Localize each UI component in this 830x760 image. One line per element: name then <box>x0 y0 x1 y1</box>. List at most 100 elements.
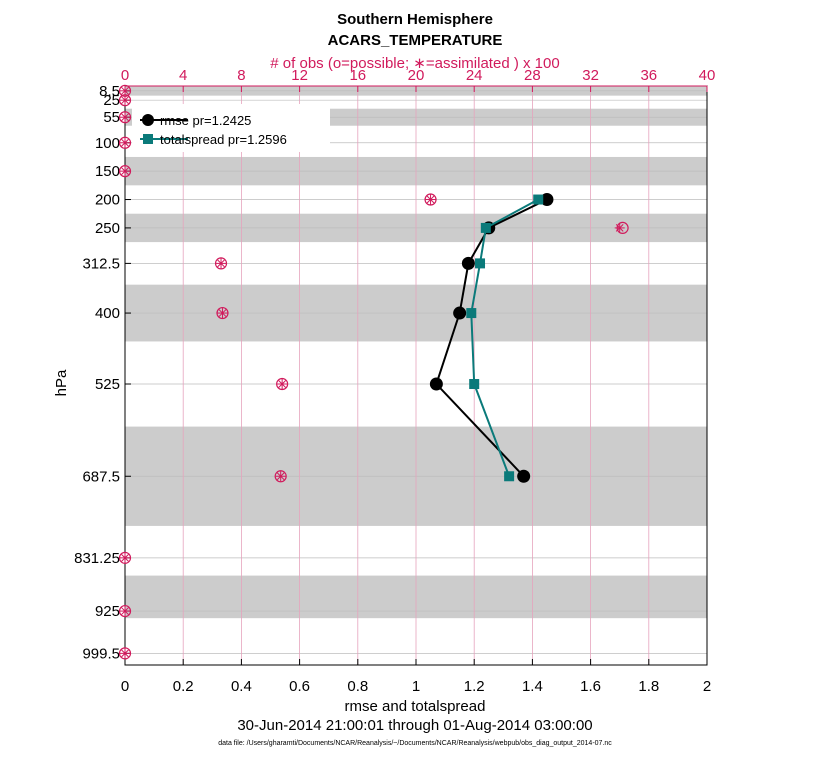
x-tick-label-4: 0.8 <box>347 678 368 695</box>
x-axis-label: rmse and totalspread <box>345 698 486 715</box>
series-1-point-1 <box>480 222 491 233</box>
date-range: 30-Jun-2014 21:00:01 through 01-Aug-2014… <box>237 717 592 734</box>
obs-possible-marker-13 <box>118 647 132 660</box>
legend-label-rmse: rmse pr=1.2425 <box>160 113 251 128</box>
chart-subtitle: ACARS_TEMPERATURE <box>328 32 503 49</box>
top-tick-label-6: 24 <box>466 67 483 84</box>
x-tick-label-0: 0 <box>121 678 129 695</box>
top-tick-label-5: 20 <box>408 67 425 84</box>
series-1-point-0 <box>533 194 544 205</box>
y-tick-label-10: 687.5 <box>82 468 120 485</box>
x-axis-ticks: 0 0.2 0.4 0.6 0.8 1 1.2 1.4 1.6 1.8 2 <box>121 659 711 695</box>
obs-possible-marker-3 <box>118 136 132 149</box>
top-tick-label-3: 12 <box>291 67 308 84</box>
obs-assimilated-stroke-3 <box>121 86 129 95</box>
top-tick-label-0: 0 <box>121 67 129 84</box>
series-0-point-0 <box>540 193 554 207</box>
obs-assimilated-stroke-3 <box>121 554 129 562</box>
obs-assimilated-marker-2 <box>120 112 130 123</box>
series-0-point-4 <box>429 377 443 391</box>
y-tick-label-5: 200 <box>95 192 120 209</box>
top-axis-label: # of obs (o=possible; ∗=assimilated ) x … <box>270 55 559 72</box>
top-tick-label-1: 4 <box>179 67 187 84</box>
obs-assimilated-marker-8 <box>217 308 228 319</box>
obs-assimilated-marker-0 <box>120 85 130 96</box>
obs-assimilated-marker-4 <box>120 166 130 177</box>
y-tick-label-8: 400 <box>95 305 120 322</box>
obs-possible-marker-7 <box>214 257 228 270</box>
obs-assimilated-stroke-3 <box>121 113 129 122</box>
chart-title: Southern Hemisphere <box>337 11 493 28</box>
obs-possible-marker-2 <box>118 111 132 124</box>
x-tick-label-6: 1.2 <box>464 678 485 695</box>
series-line-0 <box>435 198 548 477</box>
obs-assimilated-marker-11 <box>120 552 130 563</box>
obs-assimilated-marker-10 <box>275 471 286 482</box>
top-axis-ticks: 0 4 8 12 16 20 24 28 32 36 40 <box>121 67 715 92</box>
x-tick-label-7: 1.4 <box>522 678 543 695</box>
obs-assimilated-stroke-3 <box>615 224 624 232</box>
x-tick-label-3: 0.6 <box>289 678 310 695</box>
legend: rmse pr=1.2425 totalspread pr=1.2596 <box>132 104 330 152</box>
y-tick-label-6: 250 <box>95 220 120 237</box>
y-tick-label-0: 8.5 <box>99 83 120 100</box>
obs-possible-marker-12 <box>118 604 132 618</box>
y-tick-label-7: 312.5 <box>82 255 120 272</box>
obs-assimilated-stroke-3 <box>218 309 227 317</box>
obs-count-markers <box>118 84 629 660</box>
y-tick-label-12: 925 <box>95 603 120 620</box>
legend-marker-rmse <box>142 114 154 126</box>
obs-assimilated-marker-12 <box>120 606 130 617</box>
x-tick-label-5: 1 <box>412 678 420 695</box>
series-line-1 <box>470 198 539 477</box>
obs-assimilated-stroke-3 <box>426 195 435 204</box>
y-tick-label-3: 100 <box>95 135 120 152</box>
obs-possible-marker-8 <box>216 306 229 320</box>
series-1-point-3 <box>466 308 477 319</box>
obs-assimilated-marker-13 <box>120 648 130 659</box>
obs-possible-marker-4 <box>118 165 132 178</box>
data-file-footnote: data file: /Users/gharamti/Documents/NCA… <box>218 740 612 747</box>
y-tick-label-2: 55 <box>103 109 120 126</box>
x-tick-label-2: 0.4 <box>231 678 252 695</box>
obs-assimilated-marker-6 <box>614 222 625 233</box>
y-tick-label-11: 831.25 <box>74 550 120 567</box>
top-tick-label-8: 32 <box>582 67 599 84</box>
obs-assimilated-stroke-3 <box>121 96 129 105</box>
top-tick-label-4: 16 <box>349 67 366 84</box>
series-1-point-4 <box>469 379 480 390</box>
obs-possible-marker-11 <box>118 551 132 564</box>
legend-box <box>132 104 330 152</box>
y-tick-label-9: 525 <box>95 376 120 393</box>
obs-assimilated-stroke-3 <box>121 649 129 658</box>
obs-assimilated-marker-1 <box>120 95 130 106</box>
obs-assimilated-stroke-3 <box>276 472 285 481</box>
series-1-point-2 <box>475 258 486 269</box>
obs-assimilated-stroke-3 <box>121 138 129 147</box>
obs-assimilated-marker-5 <box>425 194 436 205</box>
top-tick-label-9: 36 <box>640 67 657 84</box>
y-tick-label-13: 999.5 <box>82 645 120 662</box>
top-tick-label-7: 28 <box>524 67 541 84</box>
obs-assimilated-marker-9 <box>277 379 288 390</box>
series-0-point-3 <box>453 306 467 320</box>
obs-assimilated-stroke-3 <box>121 167 129 176</box>
series-1-point-5 <box>504 471 515 482</box>
obs-possible-marker-9 <box>276 377 289 391</box>
x-tick-label-8: 1.6 <box>580 678 601 695</box>
y-axis-label: hPa <box>53 369 70 396</box>
obs-assimilated-marker-7 <box>216 258 227 269</box>
obs-assimilated-stroke-3 <box>217 259 225 268</box>
x-tick-label-10: 2 <box>703 678 711 695</box>
series-0-point-5 <box>517 469 531 483</box>
obs-assimilated-stroke-3 <box>121 607 129 615</box>
x-tick-label-9: 1.8 <box>638 678 659 695</box>
x-tick-label-1: 0.2 <box>173 678 194 695</box>
top-tick-label-2: 8 <box>237 67 245 84</box>
obs-assimilated-marker-3 <box>120 137 130 148</box>
series-0-point-2 <box>461 256 475 270</box>
y-tick-label-4: 150 <box>95 163 120 180</box>
y-tick-label-1: 25 <box>103 92 120 109</box>
